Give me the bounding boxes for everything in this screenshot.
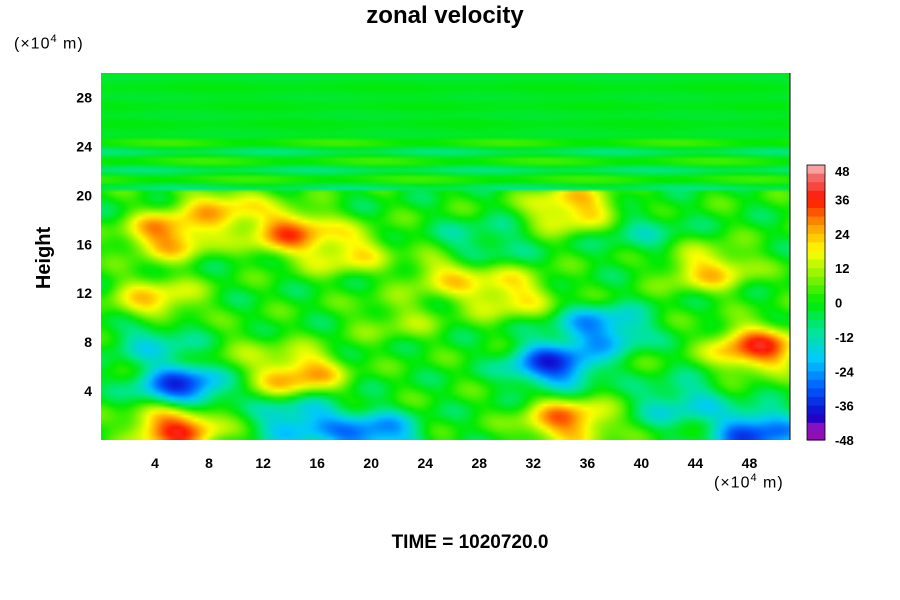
colorbar-swatch: [807, 302, 825, 312]
colorbar-swatch: [807, 182, 825, 192]
y-tick-label: 4: [84, 383, 92, 399]
colorbar-swatch: [807, 250, 825, 261]
colorbar-swatch: [807, 173, 825, 183]
x-axis-unit: (×104 m): [714, 472, 784, 492]
velocity-field: [101, 73, 790, 440]
colorbar-border: [806, 164, 826, 441]
y-axis-label: Height: [33, 227, 55, 290]
colorbar-swatch: [807, 414, 825, 424]
colorbar-swatch: [807, 199, 825, 209]
y-tick-label: 28: [76, 89, 92, 105]
x-tick-label: 12: [255, 455, 271, 471]
colorbar-swatch: [807, 293, 825, 304]
colorbar-swatch: [807, 362, 825, 372]
y-tick-label: 12: [76, 285, 92, 301]
colorbar-swatch: [807, 311, 825, 321]
colorbar-swatch: [807, 225, 825, 235]
colorbar-swatch: [807, 422, 825, 433]
x-tick-label: 48: [742, 455, 758, 471]
x-tick-label: 4: [151, 455, 159, 471]
colorbar-swatch: [807, 388, 825, 398]
x-tick-label: 24: [417, 455, 433, 471]
colorbar-tick-label: 12: [835, 261, 849, 276]
colorbar-swatch: [807, 276, 825, 286]
colorbar-swatch: [807, 354, 825, 364]
colorbar-swatch: [807, 242, 825, 252]
y-tick-label: 24: [76, 138, 92, 154]
colorbar-tick-label: 24: [835, 227, 850, 242]
colorbar-tick-label: -12: [835, 330, 854, 345]
colorbar-swatch: [807, 336, 825, 347]
x-tick-label: 40: [634, 455, 650, 471]
colorbar-swatch: [807, 259, 825, 269]
colorbar-swatch: [807, 328, 825, 338]
time-label: TIME = 1020720.0: [391, 532, 549, 553]
x-tick-label: 16: [309, 455, 325, 471]
colorbar-swatch: [807, 345, 825, 355]
colorbar-swatch: [807, 371, 825, 381]
x-tick-label: 20: [363, 455, 379, 471]
colorbar-tick-label: -36: [835, 399, 854, 414]
colorbar-swatch: [807, 405, 825, 415]
colorbar: 48 36 24 12 0 -12 -24 -36 -48: [806, 164, 855, 448]
x-tick-label: 8: [205, 455, 213, 471]
x-tick-label: 28: [471, 455, 487, 471]
x-tick-label: 44: [688, 455, 704, 471]
colorbar-tick-label: 0: [835, 296, 842, 311]
colorbar-tick-label: -24: [835, 364, 855, 379]
y-tick-label: 8: [84, 334, 92, 350]
chart-title: zonal velocity: [366, 2, 524, 29]
colorbar-tick-label: 48: [835, 164, 849, 179]
colorbar-swatch: [807, 268, 825, 278]
colorbar-swatch: [807, 379, 825, 390]
y-axis-unit: (×104 m): [14, 33, 84, 53]
colorbar-swatch: [807, 431, 825, 441]
colorbar-swatch: [807, 190, 825, 200]
plot-area: [101, 73, 790, 440]
colorbar-tick-label: -48: [835, 433, 854, 448]
colorbar-swatch: [807, 216, 825, 226]
colorbar-swatch: [807, 165, 825, 175]
y-tick-label: 16: [76, 236, 92, 252]
colorbar-swatch: [807, 207, 825, 218]
y-tick-label: 20: [76, 187, 92, 203]
colorbar-swatch: [807, 397, 825, 407]
x-tick-label: 36: [580, 455, 596, 471]
colorbar-swatch: [807, 319, 825, 329]
colorbar-swatch: [807, 285, 825, 295]
colorbar-tick-label: 36: [835, 192, 849, 207]
x-tick-label: 32: [526, 455, 542, 471]
colorbar-swatch: [807, 233, 825, 243]
